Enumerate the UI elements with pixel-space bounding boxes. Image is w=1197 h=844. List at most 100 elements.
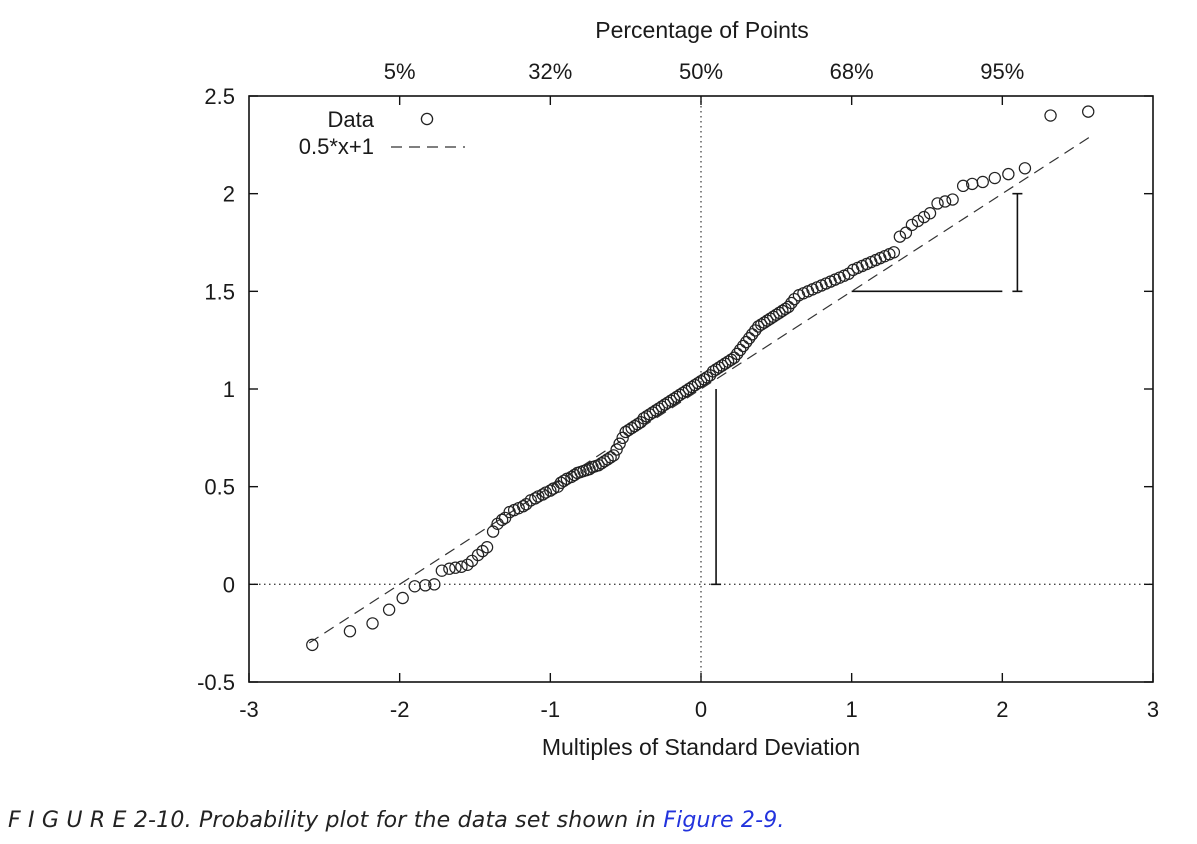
data-point — [788, 292, 801, 306]
data-point — [649, 404, 663, 417]
data-point — [733, 343, 747, 357]
data-point — [382, 603, 396, 616]
data-point — [1082, 105, 1095, 118]
data-point — [899, 226, 913, 239]
data-point — [529, 492, 542, 505]
data-point — [604, 451, 617, 464]
x-tick-label: -3 — [239, 697, 259, 722]
y-tick-label: -0.5 — [197, 670, 235, 695]
data-point — [428, 578, 441, 591]
x-tick-label: -2 — [390, 697, 410, 722]
data-point — [643, 408, 656, 421]
data-point — [752, 320, 765, 333]
data-point — [917, 210, 931, 224]
y-tick-label: 0.5 — [204, 475, 235, 500]
data-point — [938, 195, 952, 208]
legend: Data 0.5*x+1 — [299, 107, 465, 159]
x-tick-label: 3 — [1147, 697, 1159, 722]
x-tick-label: 2 — [996, 697, 1008, 722]
data-point — [697, 373, 711, 386]
data-point — [782, 300, 795, 314]
data-point — [761, 314, 774, 327]
data-point — [613, 437, 626, 450]
data-point — [640, 410, 653, 423]
data-point — [1018, 162, 1032, 175]
data-point — [682, 382, 696, 396]
data-point — [520, 498, 533, 511]
data-point — [931, 197, 944, 210]
data-point — [616, 431, 629, 445]
data-point — [396, 591, 409, 605]
data-point — [661, 396, 675, 409]
legend-data-label: Data — [328, 107, 375, 132]
y-tick-label: 1 — [223, 377, 235, 402]
data-point — [706, 365, 720, 378]
data-point — [727, 351, 741, 364]
data-point — [767, 310, 780, 323]
axis-ticks — [248, 95, 1154, 683]
top-tick-label: 50% — [679, 59, 723, 84]
data-point — [709, 363, 723, 376]
data-points — [306, 105, 1095, 652]
data-point — [476, 544, 489, 558]
data-point — [755, 318, 768, 331]
data-point — [911, 214, 925, 228]
data-point — [785, 296, 798, 310]
data-point — [976, 175, 989, 189]
data-point — [893, 230, 907, 243]
fit-line-layer — [308, 134, 1094, 644]
data-point — [842, 267, 855, 280]
figure-link[interactable]: Figure 2-9. — [663, 808, 785, 833]
data-point — [740, 335, 753, 349]
data-point — [610, 443, 623, 456]
top-tick-label: 5% — [384, 59, 416, 84]
data-point — [480, 541, 494, 554]
data-point — [306, 638, 319, 652]
fit-line — [308, 134, 1094, 644]
top-tick-label: 32% — [528, 59, 572, 84]
data-point — [691, 376, 705, 390]
data-point — [743, 332, 756, 345]
x-tick-label: -1 — [541, 697, 561, 722]
legend-fit-label: 0.5*x+1 — [299, 134, 374, 159]
data-point — [887, 246, 901, 259]
data-point — [449, 561, 462, 574]
legend-data-marker — [420, 112, 434, 126]
data-point — [670, 390, 684, 404]
data-point — [1044, 109, 1057, 122]
data-point — [685, 380, 699, 394]
x-axis-title: Multiples of Standard Deviation — [542, 734, 860, 760]
data-point — [443, 562, 456, 575]
data-point — [495, 513, 509, 527]
data-point — [592, 458, 605, 472]
data-point — [598, 455, 611, 468]
data-point — [557, 474, 571, 488]
x-tick-label: 1 — [846, 697, 858, 722]
x-tick-labels: -3 -2 -1 0 1 2 3 — [239, 697, 1159, 722]
data-point — [455, 560, 468, 573]
data-point — [655, 400, 669, 413]
data-point — [664, 394, 678, 407]
data-point — [625, 421, 638, 435]
data-point — [601, 453, 614, 466]
data-point — [694, 374, 708, 388]
figure-caption: F I G U R E 2-10. Probability plot for t… — [8, 808, 785, 833]
data-point — [956, 179, 970, 193]
data-point — [730, 347, 744, 361]
data-point — [343, 625, 357, 638]
data-point — [715, 359, 729, 372]
y-tick-label: 1.5 — [204, 279, 235, 304]
probability-plot: -3 -2 -1 0 1 2 3 -0.5 0 0.5 1 1.5 2 2.5 5% 32% 50% 68% 9… — [197, 17, 1159, 760]
data-point — [366, 617, 379, 630]
data-point — [667, 392, 681, 405]
data-point — [622, 423, 635, 437]
caption-text: F I G U R E 2-10. Probability plot for t… — [8, 808, 664, 833]
data-point — [461, 558, 474, 572]
top-tick-labels: 5% 32% 50% 68% 95% — [384, 59, 1025, 84]
top-tick-label: 95% — [980, 59, 1024, 84]
data-point — [773, 306, 786, 320]
data-point — [776, 304, 789, 318]
y-tick-label: 2 — [223, 182, 235, 207]
data-point — [688, 378, 702, 392]
top-axis-title: Percentage of Points — [595, 17, 809, 43]
